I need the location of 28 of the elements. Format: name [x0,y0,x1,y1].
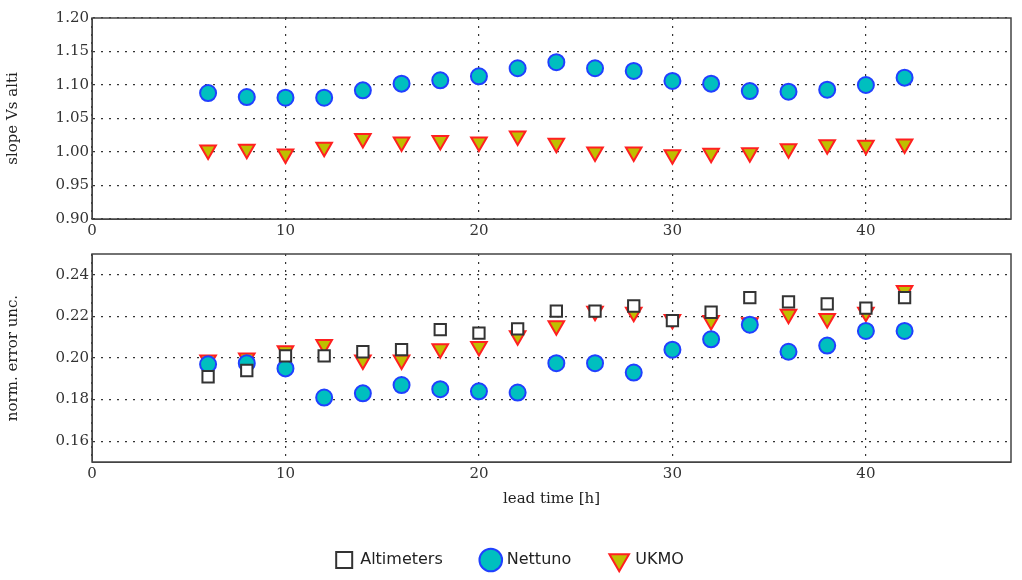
y-tick-label: 1.10 [55,74,89,93]
y-tick-label: 1.15 [55,41,89,60]
x-tick-label: 0 [87,220,97,239]
y-tick-label: 1.05 [55,108,89,127]
x-tick-label: 20 [469,463,489,482]
x-tick-label: 0 [87,463,97,482]
x-tick-label: 30 [662,220,682,239]
y-tick-label: 0.24 [55,264,89,283]
x-tick-label: 10 [275,463,296,482]
y-tick-label: 0.20 [55,347,89,366]
y-tick-label: 0.16 [55,431,89,450]
legend-label: UKMO [635,549,684,569]
y-tick-label: 0.22 [55,306,89,325]
y-tick-label: 0.90 [55,208,89,227]
legend-label: Nettuno [506,549,572,569]
x-axis-title: lead time [h] [502,488,601,507]
y-tick-label: 1.20 [55,7,89,26]
y-tick-label: 1.00 [55,141,89,160]
x-tick-label: 10 [275,220,296,239]
x-tick-label: 40 [856,463,876,482]
y-axis-title: slope Vs alti [2,71,21,165]
y-tick-label: 0.18 [55,389,89,408]
y-tick-label: 0.95 [55,175,89,194]
x-tick-label: 40 [856,220,876,239]
y-axis-title: norm. error unc. [2,294,21,422]
x-tick-label: 30 [662,463,682,482]
x-tick-label: 20 [469,220,489,239]
legend-label: Altimeters [360,549,443,569]
